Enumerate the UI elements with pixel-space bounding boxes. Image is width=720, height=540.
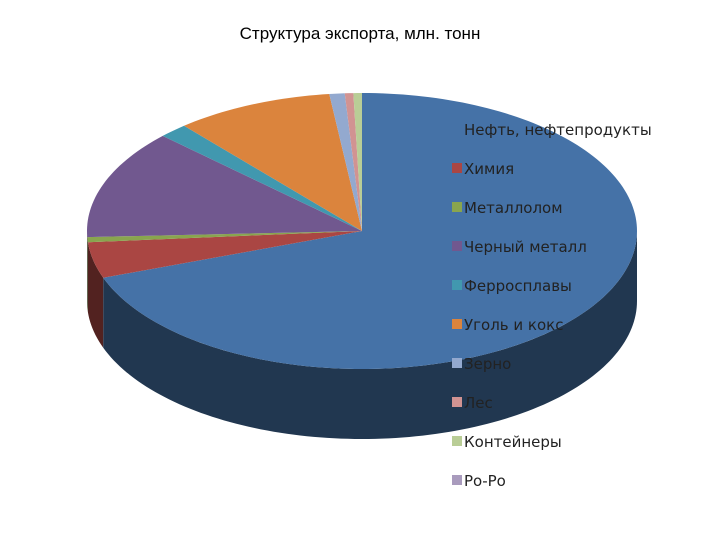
pie-slice-0	[103, 93, 637, 369]
legend-label-9: Ро-Ро	[464, 472, 506, 490]
legend-label-4: Ферросплавы	[464, 277, 572, 295]
legend-swatch-5	[452, 319, 462, 329]
pie-slice-4	[162, 125, 362, 231]
pie-slice-2	[87, 231, 363, 243]
pie-slice-1	[87, 231, 363, 278]
legend-label-3: Черный металл	[464, 238, 587, 256]
legend-swatch-2	[452, 202, 462, 212]
legend-swatch-1	[452, 163, 462, 173]
pie-slice-8	[353, 93, 362, 231]
pie-slice-6	[329, 93, 362, 232]
legend-swatch-9	[452, 475, 462, 485]
legend-label-7: Лес	[464, 394, 493, 412]
pie-slice-3	[87, 135, 362, 238]
legend-swatch-4	[452, 280, 462, 290]
legend-label-5: Уголь и кокс	[464, 316, 563, 334]
legend-label-6: Зерно	[464, 355, 511, 373]
pie-slice-5	[184, 93, 362, 231]
legend-label-2: Металлолом	[464, 199, 563, 217]
legend-swatch-0	[452, 124, 462, 134]
legend-swatch-7	[452, 397, 462, 407]
chart-title: Структура экспорта, млн. тонн	[239, 24, 481, 43]
pie-side-1	[87, 242, 104, 348]
legend-swatch-8	[452, 436, 462, 446]
pie-slice-7	[344, 93, 362, 231]
legend-label-1: Химия	[464, 160, 514, 178]
legend-label-0: Нефть, нефтепродукты	[464, 121, 652, 139]
legend-label-8: Контейнеры	[464, 433, 562, 451]
legend-swatch-3	[452, 241, 462, 251]
pie-side-0	[103, 231, 637, 439]
legend-swatch-6	[452, 358, 462, 368]
pie-side-2	[87, 237, 88, 313]
